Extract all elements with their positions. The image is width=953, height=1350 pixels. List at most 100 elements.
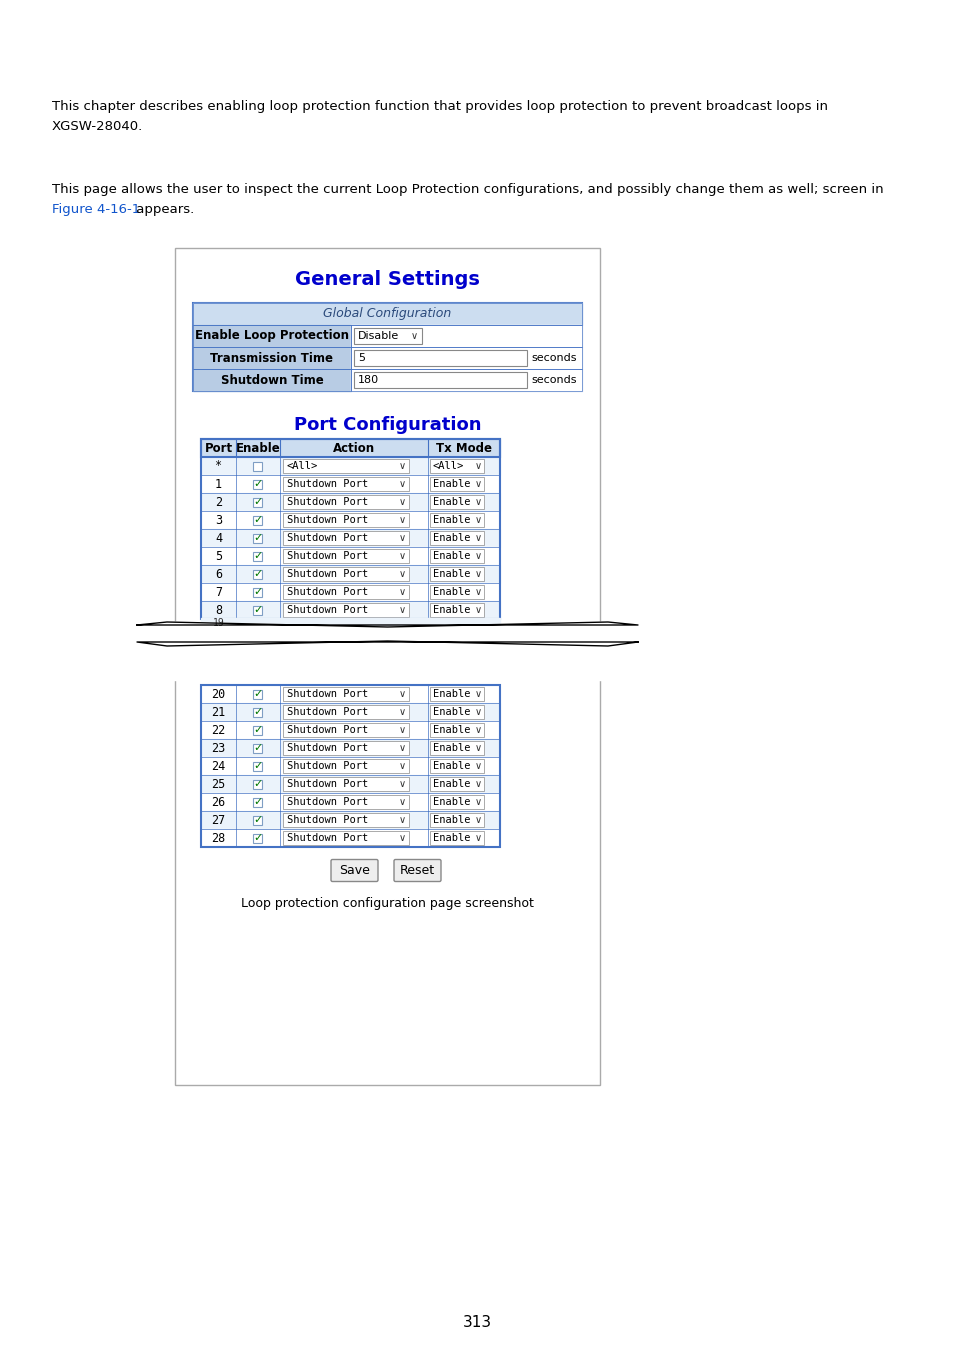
Text: ∨: ∨ bbox=[398, 761, 405, 771]
Text: ✓: ✓ bbox=[253, 761, 262, 771]
Bar bbox=[351, 347, 581, 369]
Text: Enable Loop Protection: Enable Loop Protection bbox=[194, 329, 349, 343]
Text: ✓: ✓ bbox=[253, 568, 262, 579]
Bar bbox=[430, 795, 483, 809]
Text: ∨: ∨ bbox=[398, 551, 405, 562]
Text: Shutdown Port: Shutdown Port bbox=[287, 779, 368, 788]
Text: Enable: Enable bbox=[433, 833, 470, 842]
Text: ∨: ∨ bbox=[398, 605, 405, 616]
Text: ∨: ∨ bbox=[474, 460, 481, 471]
Text: ∨: ∨ bbox=[398, 743, 405, 753]
Text: ∨: ∨ bbox=[398, 587, 405, 597]
Text: Shutdown Port: Shutdown Port bbox=[287, 587, 368, 597]
Text: Save: Save bbox=[338, 864, 370, 878]
Text: ∨: ∨ bbox=[474, 725, 481, 734]
Text: ∨: ∨ bbox=[474, 533, 481, 543]
Text: ∨: ∨ bbox=[474, 743, 481, 753]
Text: Enable: Enable bbox=[433, 568, 470, 579]
Bar bbox=[253, 606, 262, 614]
Bar bbox=[201, 458, 499, 475]
Text: Enable: Enable bbox=[433, 551, 470, 562]
Text: 6: 6 bbox=[214, 567, 222, 580]
Bar bbox=[283, 513, 409, 526]
Bar bbox=[193, 347, 351, 369]
Text: ✓: ✓ bbox=[253, 833, 262, 842]
Text: ✓: ✓ bbox=[253, 587, 262, 597]
Bar bbox=[283, 567, 409, 580]
Bar bbox=[201, 547, 499, 566]
Text: 180: 180 bbox=[357, 375, 378, 385]
Bar bbox=[201, 493, 499, 512]
Bar bbox=[253, 707, 262, 717]
Text: ∨: ∨ bbox=[474, 761, 481, 771]
Bar bbox=[430, 778, 483, 791]
Text: ∨: ∨ bbox=[398, 815, 405, 825]
Text: Reset: Reset bbox=[399, 864, 435, 878]
Text: ✓: ✓ bbox=[253, 725, 262, 734]
Bar bbox=[193, 302, 581, 325]
Text: Enable: Enable bbox=[433, 707, 470, 717]
Text: ✓: ✓ bbox=[253, 743, 262, 753]
Text: Enable: Enable bbox=[433, 779, 470, 788]
Text: ∨: ∨ bbox=[398, 725, 405, 734]
Bar bbox=[253, 744, 262, 752]
Text: 1: 1 bbox=[214, 478, 222, 490]
Text: seconds: seconds bbox=[531, 352, 577, 363]
Bar bbox=[283, 705, 409, 720]
Text: ∨: ∨ bbox=[474, 479, 481, 489]
Bar bbox=[351, 347, 581, 369]
Text: Disable: Disable bbox=[357, 331, 399, 342]
Bar bbox=[430, 585, 483, 599]
Bar bbox=[430, 513, 483, 526]
Text: Shutdown Port: Shutdown Port bbox=[287, 688, 368, 699]
Text: ∨: ∨ bbox=[398, 796, 405, 807]
Text: ∨: ∨ bbox=[398, 688, 405, 699]
Text: ✓: ✓ bbox=[253, 551, 262, 562]
Text: Loop protection configuration page screenshot: Loop protection configuration page scree… bbox=[241, 896, 534, 910]
Text: 4: 4 bbox=[214, 532, 222, 544]
Text: Figure 4-16-1: Figure 4-16-1 bbox=[52, 202, 140, 216]
Text: Shutdown Port: Shutdown Port bbox=[287, 796, 368, 807]
Text: ∨: ∨ bbox=[474, 796, 481, 807]
Text: Shutdown Port: Shutdown Port bbox=[287, 497, 368, 508]
Text: ∨: ∨ bbox=[474, 605, 481, 616]
Text: XGSW-28040.: XGSW-28040. bbox=[52, 120, 143, 134]
Bar bbox=[283, 531, 409, 545]
Bar bbox=[201, 684, 499, 703]
Text: Shutdown Port: Shutdown Port bbox=[287, 761, 368, 771]
Text: Enable: Enable bbox=[235, 441, 280, 455]
Text: ∨: ∨ bbox=[474, 551, 481, 562]
Bar bbox=[430, 759, 483, 774]
Text: appears.: appears. bbox=[132, 202, 194, 216]
Text: Enable: Enable bbox=[433, 725, 470, 734]
Bar bbox=[354, 350, 526, 366]
Text: 5: 5 bbox=[214, 549, 222, 563]
Bar bbox=[193, 369, 351, 391]
Bar bbox=[283, 603, 409, 617]
Bar bbox=[201, 811, 499, 829]
Text: Shutdown Port: Shutdown Port bbox=[287, 514, 368, 525]
Bar bbox=[201, 566, 499, 583]
Text: ∨: ∨ bbox=[474, 587, 481, 597]
Text: ∨: ∨ bbox=[398, 707, 405, 717]
Bar bbox=[430, 832, 483, 845]
Text: Shutdown Port: Shutdown Port bbox=[287, 815, 368, 825]
FancyBboxPatch shape bbox=[394, 860, 440, 882]
Bar bbox=[201, 583, 499, 601]
Bar bbox=[283, 585, 409, 599]
Text: ✓: ✓ bbox=[253, 479, 262, 489]
Text: Shutdown Port: Shutdown Port bbox=[287, 605, 368, 616]
Bar bbox=[351, 369, 581, 391]
Text: 27: 27 bbox=[212, 814, 226, 826]
Text: ∨: ∨ bbox=[398, 833, 405, 842]
Text: This page allows the user to inspect the current Loop Protection configurations,: This page allows the user to inspect the… bbox=[52, 184, 882, 196]
Bar bbox=[430, 531, 483, 545]
Bar bbox=[201, 512, 499, 529]
Text: ∨: ∨ bbox=[474, 497, 481, 508]
Text: 25: 25 bbox=[212, 778, 226, 791]
Bar bbox=[430, 459, 483, 472]
Bar bbox=[193, 302, 581, 392]
Bar bbox=[430, 567, 483, 580]
Bar bbox=[201, 721, 499, 738]
Text: 20: 20 bbox=[212, 687, 226, 701]
